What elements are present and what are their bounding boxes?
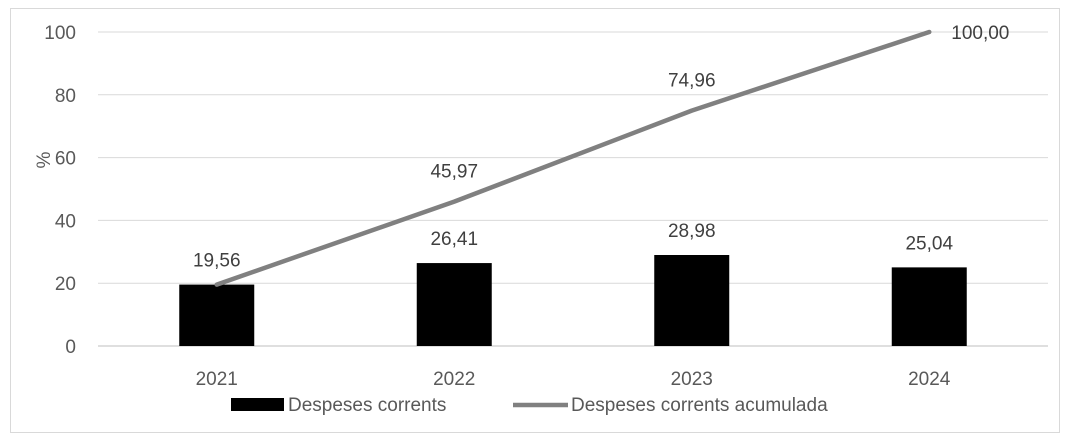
bar-data-labels: 19,56 26,41 28,98 25,04 xyxy=(193,221,953,272)
y-tick-label-60: 60 xyxy=(55,149,76,170)
bar-data-label-2022: 26,41 xyxy=(430,229,478,250)
x-tick-label-2024: 2024 xyxy=(908,369,951,390)
x-tick-label-2022: 2022 xyxy=(433,369,475,390)
bar-data-label-2023: 28,98 xyxy=(668,221,716,242)
bar-2024 xyxy=(891,267,967,346)
legend: Despeses corrents Despeses corrents acum… xyxy=(231,395,828,416)
bar-2021 xyxy=(179,284,255,346)
legend-swatch-bar xyxy=(231,398,284,411)
line-data-label-2022: 45,97 xyxy=(430,162,478,183)
bar-2022 xyxy=(416,263,492,346)
line-data-label-2024: 100,00 xyxy=(951,23,1009,44)
legend-label-line: Despeses corrents acumulada xyxy=(571,395,828,416)
line-data-label-2023: 74,96 xyxy=(668,71,716,92)
bar-data-label-2021: 19,56 xyxy=(193,251,241,272)
line-series xyxy=(214,29,932,287)
x-tick-label-2021: 2021 xyxy=(196,369,238,390)
line-cumulative xyxy=(214,29,932,287)
x-tick-label-2023: 2023 xyxy=(671,369,713,390)
bar-2023 xyxy=(654,255,730,346)
x-axis-ticks: 2021 2022 2023 2024 xyxy=(196,369,951,390)
y-tick-label-40: 40 xyxy=(55,211,76,232)
y-axis-ticks: 0 20 40 60 80 100 xyxy=(44,23,76,358)
y-tick-label-100: 100 xyxy=(44,23,76,44)
bar-data-label-2024: 25,04 xyxy=(905,233,953,254)
y-tick-label-20: 20 xyxy=(55,274,76,295)
y-axis-label: % xyxy=(34,151,55,168)
bar-series xyxy=(179,255,967,346)
line-data-labels: 45,97 74,96 100,00 xyxy=(430,23,1009,183)
y-tick-label-80: 80 xyxy=(55,86,76,107)
chart-frame xyxy=(10,8,1060,433)
gridlines xyxy=(98,31,1048,347)
y-tick-label-0: 0 xyxy=(65,337,76,358)
legend-label-bar: Despeses corrents xyxy=(288,395,446,416)
